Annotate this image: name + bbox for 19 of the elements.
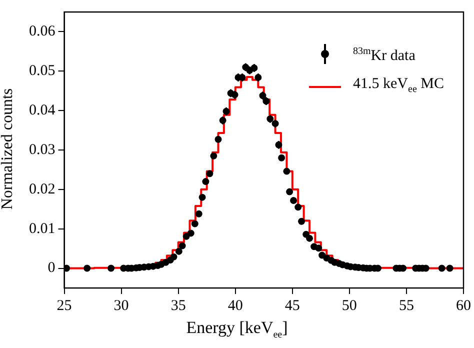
y-tick-label: 0.03 [29, 142, 56, 158]
legend-label: $^{83m}$Kr data [353, 45, 416, 66]
x-tick-label: 35 [170, 298, 186, 314]
x-tick-label: 60 [456, 298, 471, 314]
x-tick-label: 55 [398, 298, 414, 314]
x-axis-title: Energy [keV$_{ee}$] [185, 318, 289, 340]
y-tick-label: 0.01 [29, 220, 56, 237]
x-tick-label: 30 [114, 298, 129, 314]
y-tick-label: 0.06 [29, 24, 56, 40]
x-tick-label: 50 [342, 298, 357, 314]
x-tick-label: 40 [228, 298, 243, 314]
legend-label: 41.5 keV$_{ee}$ MC [353, 75, 444, 97]
y-tick-label: 0 [48, 260, 56, 276]
x-tick-label: 25 [56, 298, 72, 314]
y-axis-title: Normalized counts [0, 87, 17, 212]
y-tick-label: 0.02 [29, 181, 56, 198]
y-tick-label: 0.04 [29, 102, 56, 119]
x-tick-label: 45 [284, 298, 300, 314]
y-tick-label: 0.05 [29, 63, 56, 80]
